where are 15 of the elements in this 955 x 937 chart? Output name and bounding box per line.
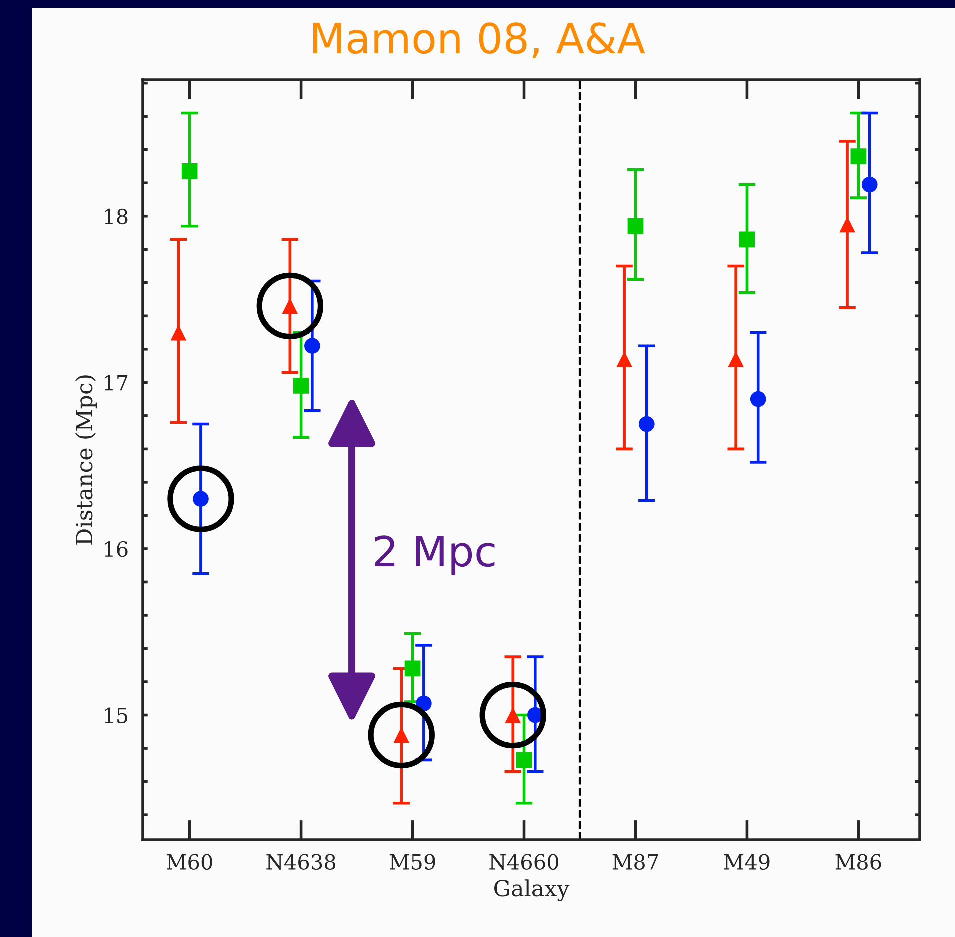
- y-axis-title: Distance (Mpc): [76, 376, 98, 545]
- y-tick-label: 17: [105, 375, 128, 391]
- x-axis-title: Galaxy: [494, 880, 570, 902]
- x-tick-label: M49: [724, 854, 770, 870]
- annotation: 2 Mpc: [375, 536, 495, 576]
- x-tick-label: M60: [166, 854, 212, 870]
- y-tick-label: 15: [105, 708, 128, 724]
- x-tick-label: M86: [836, 854, 882, 870]
- chart-title: Mamon 08, A&A: [313, 22, 646, 58]
- y-tick-label: 16: [105, 541, 128, 558]
- x-tick-label: N4638: [266, 854, 336, 870]
- x-tick-label: M59: [390, 854, 436, 870]
- x-tick-label: M87: [612, 854, 658, 870]
- x-tick-label: N4660: [490, 854, 558, 870]
- y-tick-label: 18: [105, 208, 128, 225]
